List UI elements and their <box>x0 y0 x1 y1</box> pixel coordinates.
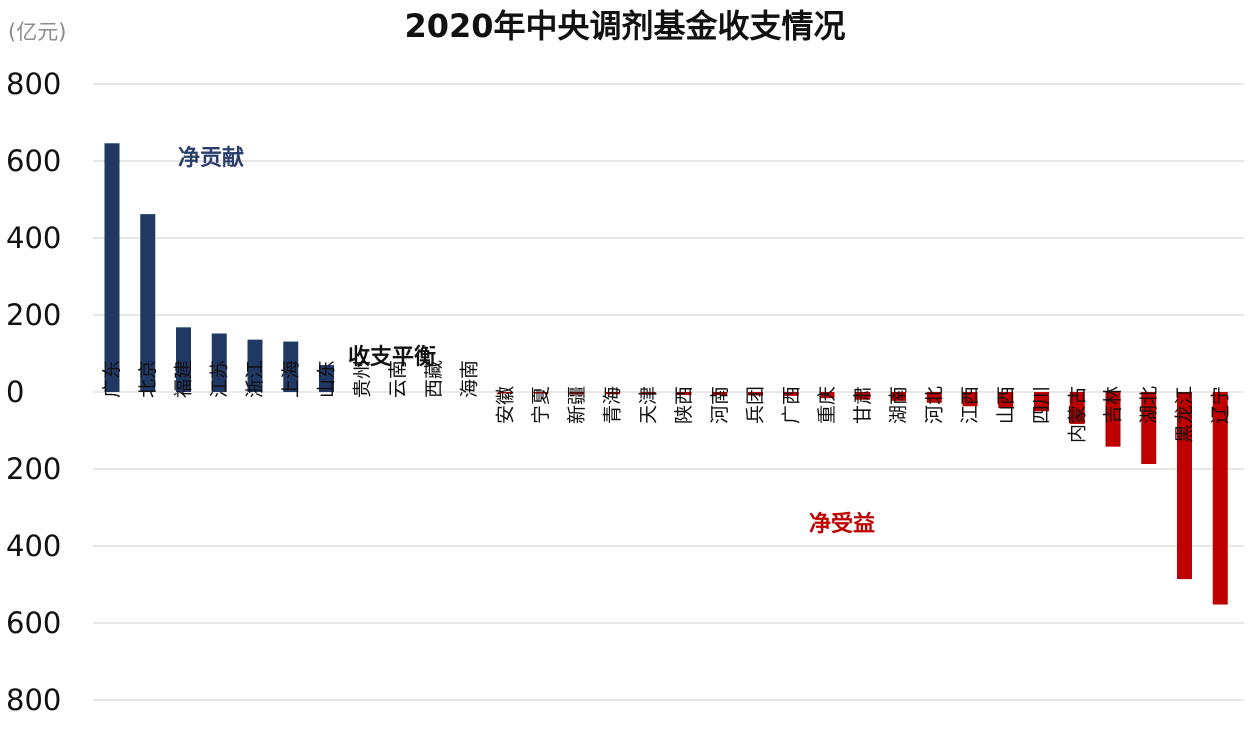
bar-辽宁 <box>1212 392 1228 605</box>
category-label: 黑龙江 <box>1174 386 1196 443</box>
bar-湖南 <box>891 392 906 401</box>
category-label: 湖北 <box>1138 386 1160 424</box>
category-label: 宁夏 <box>530 386 552 424</box>
bar-湖北 <box>1141 392 1157 464</box>
bar-广东 <box>104 143 120 392</box>
bar-江苏 <box>211 333 227 392</box>
bar-北京 <box>140 214 156 392</box>
category-label: 河北 <box>923 386 945 424</box>
bar-青海 <box>605 392 620 395</box>
category-label: 广西 <box>780 386 802 424</box>
y-tick-label: 800 <box>6 683 61 717</box>
category-label: 江西 <box>959 386 981 424</box>
bar-河北 <box>926 392 942 403</box>
bar-广西 <box>783 392 799 396</box>
bar-黑龙江 <box>1177 392 1192 580</box>
bar-天津 <box>640 392 656 395</box>
y-tick-label: 400 <box>6 529 61 563</box>
y-axis-ticks: 800 600 400 200 0 200 400 600 800 <box>6 67 61 717</box>
chart-title: 2020年中央调剂基金收支情况 <box>404 7 845 45</box>
annotation-net-contribution: 净贡献 <box>178 145 244 171</box>
bar-福建 <box>176 327 191 392</box>
category-label: 湖南 <box>888 386 910 424</box>
category-label: 上海 <box>280 360 302 398</box>
category-label: 内蒙古 <box>1066 386 1088 443</box>
bar-上海 <box>283 341 299 392</box>
bar-江西 <box>962 392 978 407</box>
unit-label: (亿元) <box>8 20 66 44</box>
bar-吉林 <box>1105 392 1121 447</box>
y-tick-label: 600 <box>6 144 61 178</box>
category-label: 广东 <box>101 360 123 398</box>
y-tick-label: 600 <box>6 606 61 640</box>
category-label: 吉林 <box>1102 386 1124 424</box>
bar-兵团 <box>748 392 763 396</box>
bar-陕西 <box>676 392 692 396</box>
category-label: 陕西 <box>673 386 695 424</box>
y-tick-label: 200 <box>6 452 61 486</box>
bar-河南 <box>712 392 728 396</box>
bar-安徽 <box>497 392 513 394</box>
category-label: 海南 <box>459 360 481 398</box>
category-label: 兵团 <box>745 386 767 424</box>
category-label: 山西 <box>995 386 1017 424</box>
annotation-net-benefit: 净受益 <box>809 511 875 537</box>
bar-甘肃 <box>855 392 871 400</box>
category-label: 江苏 <box>208 360 230 398</box>
y-tick-label: 800 <box>6 67 61 101</box>
category-label: 浙江 <box>244 360 266 398</box>
category-label: 辽宁 <box>1209 386 1231 424</box>
category-label: 山东 <box>316 360 338 398</box>
category-label: 河南 <box>709 386 731 424</box>
category-label: 贵州 <box>351 360 373 398</box>
bar-山东 <box>319 365 334 392</box>
category-label: 重庆 <box>816 386 838 424</box>
annotation-balanced: 收支平衡 <box>348 344 436 370</box>
category-label: 四川 <box>1031 386 1053 424</box>
y-tick-label: 200 <box>6 298 61 332</box>
bar-宁夏 <box>533 392 549 394</box>
category-label: 安徽 <box>494 386 516 424</box>
bar-浙江 <box>247 339 263 392</box>
category-label: 甘肃 <box>852 386 874 424</box>
category-label: 青海 <box>602 386 624 424</box>
category-label: 新疆 <box>566 386 588 424</box>
bar-新疆 <box>569 392 585 395</box>
category-label: 云南 <box>387 360 409 398</box>
bar-内蒙古 <box>1069 392 1085 424</box>
bar-四川 <box>1034 392 1049 412</box>
y-tick-label: 400 <box>6 221 61 255</box>
bar-重庆 <box>819 392 835 399</box>
y-tick-label: 0 <box>6 375 24 409</box>
category-label: 北京 <box>137 360 159 398</box>
category-label: 天津 <box>637 386 659 424</box>
bar-山西 <box>998 392 1014 409</box>
category-label: 西藏 <box>423 360 445 398</box>
category-label: 福建 <box>173 360 195 398</box>
bars <box>104 143 1228 605</box>
